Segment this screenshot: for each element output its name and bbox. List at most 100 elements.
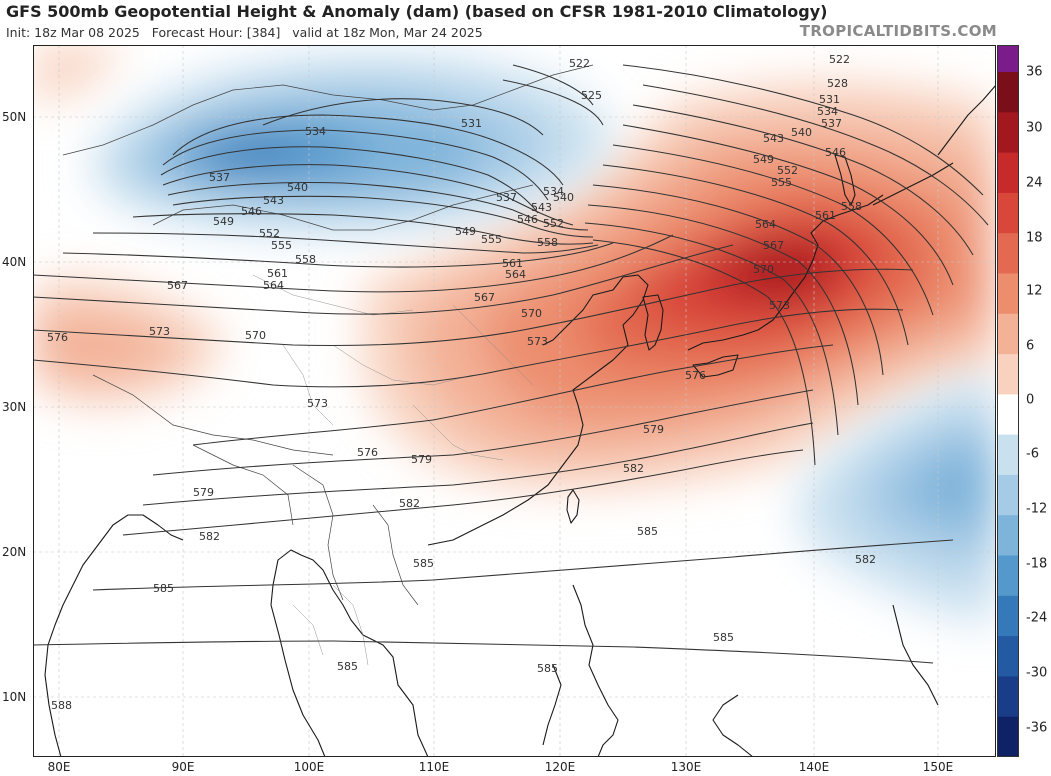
contour-label: 534	[543, 185, 564, 198]
colorbar	[997, 45, 1019, 757]
contour-label: 573	[769, 299, 790, 312]
contour-label: 582	[399, 497, 420, 510]
admin-boundaries	[252, 274, 534, 666]
contour-label: 549	[455, 225, 476, 238]
colorbar-tick-label: 6	[1026, 338, 1035, 354]
colorbar-tick-label: -6	[1026, 446, 1039, 462]
contour-label: 573	[527, 335, 548, 348]
contour-label: 576	[47, 331, 68, 344]
map-frame	[33, 45, 996, 757]
colorbar-cell	[997, 273, 1019, 315]
lon-tick-label: 120E	[544, 760, 576, 774]
contour-label: 531	[461, 117, 482, 130]
contour-label: 570	[753, 263, 774, 276]
colorbar-tick-label: -24	[1026, 610, 1048, 626]
colorbar-tick-label: -30	[1026, 665, 1048, 681]
colorbar-cell	[997, 394, 1019, 436]
contour-label: 579	[643, 423, 664, 436]
colorbar-cell	[997, 434, 1019, 476]
colorbar-tick-label: -12	[1026, 501, 1048, 517]
contour-label: 558	[537, 236, 558, 249]
colorbar-tick-label: -36	[1026, 720, 1048, 736]
contour-label: 570	[245, 329, 266, 342]
contour-label: 522	[829, 53, 850, 66]
colorbar-cell	[997, 474, 1019, 516]
lon-tick-label: 80E	[47, 760, 71, 774]
colorbar-tick-label: 30	[1026, 120, 1043, 136]
contour-label: 579	[193, 486, 214, 499]
contour-label: 585	[637, 525, 658, 538]
contour-label: 561	[815, 209, 836, 222]
colorbar-cell	[997, 72, 1019, 113]
contour-label: 579	[411, 453, 432, 466]
colorbar-cell	[997, 112, 1019, 154]
height-contours-east	[584, 64, 989, 466]
contour-label: 540	[287, 181, 308, 194]
contour-label: 540	[791, 126, 812, 139]
positive-anomaly-region	[363, 81, 996, 489]
coastlines	[44, 84, 996, 757]
contour-label: 564	[263, 279, 284, 292]
contour-label: 582	[199, 530, 220, 543]
contour-label: 546	[517, 213, 538, 226]
contour-label-group: 522 522 525 528 531 531 534 534 534 537 …	[47, 53, 876, 712]
contour-label: 561	[502, 257, 523, 270]
contour-label: 582	[855, 553, 876, 566]
lat-tick-label: 40N	[2, 255, 27, 269]
contour-label: 546	[241, 205, 262, 218]
contour-label: 585	[537, 662, 558, 675]
colorbar-cell	[997, 676, 1019, 718]
negative-anomaly-southeast	[798, 375, 996, 625]
contour-label: 585	[153, 582, 174, 595]
colorbar-cell	[997, 555, 1019, 597]
contour-label: 543	[531, 201, 552, 214]
colorbar-cell	[997, 313, 1019, 355]
contour-label: 567	[167, 279, 188, 292]
colorbar-tick-label: -18	[1026, 556, 1048, 572]
colorbar-cell	[997, 716, 1019, 757]
contour-label: 537	[496, 191, 517, 204]
contour-label: 582	[623, 462, 644, 475]
contour-label: 543	[763, 132, 784, 145]
contour-label: 537	[821, 117, 842, 130]
colorbar-cell	[997, 595, 1019, 637]
anomaly-map: 522 522 525 528 531 531 534 534 534 537 …	[33, 45, 996, 757]
valid-time: valid at 18z Mon, Mar 24 2025	[292, 25, 483, 40]
contour-label: 531	[819, 93, 840, 106]
contour-label: 576	[685, 369, 706, 382]
contour-label: 567	[763, 239, 784, 252]
contour-label: 522	[569, 57, 590, 70]
contour-label: 546	[825, 146, 846, 159]
lon-tick-label: 140E	[798, 760, 830, 774]
colorbar-tick-label: 36	[1026, 64, 1043, 80]
contour-label: 576	[357, 446, 378, 459]
contour-label: 573	[149, 325, 170, 338]
contour-label: 543	[263, 194, 284, 207]
header: GFS 500mb Geopotential Height & Anomaly …	[0, 0, 1051, 46]
lat-tick-label: 20N	[2, 545, 27, 559]
contour-label: 555	[271, 239, 292, 252]
map-title: GFS 500mb Geopotential Height & Anomaly …	[6, 2, 828, 21]
contour-label: 537	[209, 171, 230, 184]
contour-label: 552	[259, 227, 280, 240]
contour-label: 567	[474, 291, 495, 304]
contour-label: 534	[305, 125, 326, 138]
negative-anomaly-north	[90, 55, 613, 234]
colorbar-tick-label: 12	[1026, 283, 1043, 299]
colorbar-cell	[997, 354, 1019, 395]
contour-label: 573	[307, 397, 328, 410]
lat-tick-label: 10N	[2, 690, 27, 704]
colorbar-cells	[997, 45, 1019, 757]
contour-label: 549	[753, 153, 774, 166]
colorbar-frame	[997, 45, 1019, 757]
contour-label: 564	[755, 218, 776, 231]
contour-label: 528	[827, 77, 848, 90]
init-time: Init: 18z Mar 08 2025	[6, 25, 140, 40]
contour-label: 585	[713, 631, 734, 644]
contour-label: 525	[581, 89, 602, 102]
contour-label: 549	[213, 215, 234, 228]
lon-tick-label: 150E	[922, 760, 954, 774]
colorbar-tick-label: 24	[1026, 175, 1043, 191]
lat-tick-label: 50N	[2, 110, 27, 124]
colorbar-cell	[997, 152, 1019, 194]
